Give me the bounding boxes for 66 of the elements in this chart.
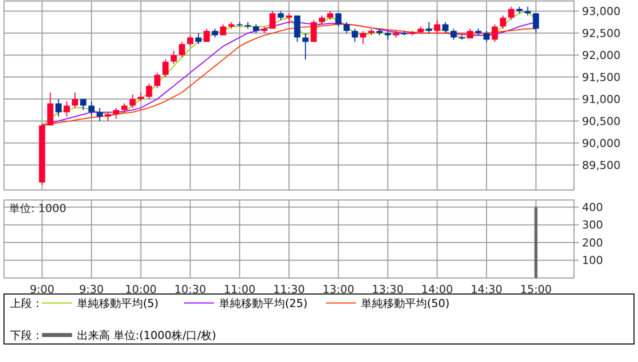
candlestick: [80, 98, 86, 111]
y-tick-label: 200: [582, 236, 603, 250]
candlestick: [195, 32, 202, 45]
candlestick: [302, 32, 309, 60]
legend-label: 単純移動平均(5): [77, 296, 159, 310]
x-tick-label: 15:00: [520, 283, 552, 296]
candlestick: [64, 100, 70, 118]
candlestick: [500, 15, 506, 30]
candlestick: [492, 24, 498, 42]
y-tick-label: 93,000: [582, 4, 620, 18]
y-tick-label: 89,500: [582, 158, 620, 172]
x-tick-label: 13:30: [372, 283, 404, 296]
x-tick-label: 14:30: [470, 283, 502, 296]
candlestick: [450, 28, 457, 40]
candlestick: [162, 58, 169, 78]
candlestick: [55, 98, 62, 118]
candlestick: [178, 41, 186, 58]
candlestick: [434, 19, 440, 34]
x-tick-label: 14:00: [421, 283, 454, 296]
legend-title: 上段：: [10, 296, 43, 310]
candlestick: [310, 19, 317, 42]
y-tick-label: 300: [582, 218, 603, 232]
y-tick-label: 91,500: [582, 70, 620, 84]
x-tick-label: 10:00: [124, 283, 157, 296]
y-tick-label: 90,500: [582, 114, 620, 128]
y-tick-label: 400: [582, 200, 603, 214]
candlestick: [508, 6, 514, 20]
x-tick-label: 13:00: [322, 283, 354, 296]
x-tick-label: 9:30: [79, 283, 104, 296]
candlestick: [88, 100, 95, 118]
y-tick-label: 100: [582, 254, 603, 268]
x-tick-label: 10:30: [174, 283, 206, 296]
candlestick: [154, 72, 160, 89]
candlestick: [146, 83, 152, 100]
candlestick: [466, 28, 474, 39]
y-tick-label: 90,000: [582, 136, 620, 150]
candlestick: [442, 22, 448, 34]
legend-label: 単純移動平均(50): [361, 296, 450, 310]
y-tick-label: 92,000: [582, 48, 620, 62]
candlestick: [47, 92, 54, 126]
candlestick: [352, 28, 358, 42]
candlestick: [204, 28, 210, 42]
y-tick-label: 91,000: [582, 92, 620, 106]
candlestick: [335, 12, 342, 27]
candlestick: [344, 22, 350, 34]
candlestick: [187, 34, 194, 47]
annotation: 単位: 1000: [9, 202, 66, 215]
candlestick: [96, 107, 103, 122]
candlestick: [294, 15, 300, 42]
candlestick: [130, 94, 136, 108]
y-tick-label: 92,500: [582, 26, 620, 40]
candlestick: [269, 10, 276, 30]
candlestick: [483, 30, 490, 42]
candlestick: [220, 24, 226, 36]
candlestick: [72, 92, 78, 108]
legend-label: 単純移動平均(25): [219, 296, 308, 310]
candlestick: [426, 22, 432, 34]
x-tick-label: 11:00: [224, 283, 256, 296]
candlestick: [170, 50, 177, 64]
x-tick-label: 11:30: [273, 283, 305, 296]
legend-label: 出来高 単位:(1000株/口/枚): [77, 328, 216, 342]
legend-title: 下段：: [10, 328, 43, 342]
candlestick: [113, 107, 120, 120]
x-tick-label: 9:00: [30, 283, 54, 296]
candlestick: [532, 12, 540, 34]
candlestick: [360, 30, 366, 45]
